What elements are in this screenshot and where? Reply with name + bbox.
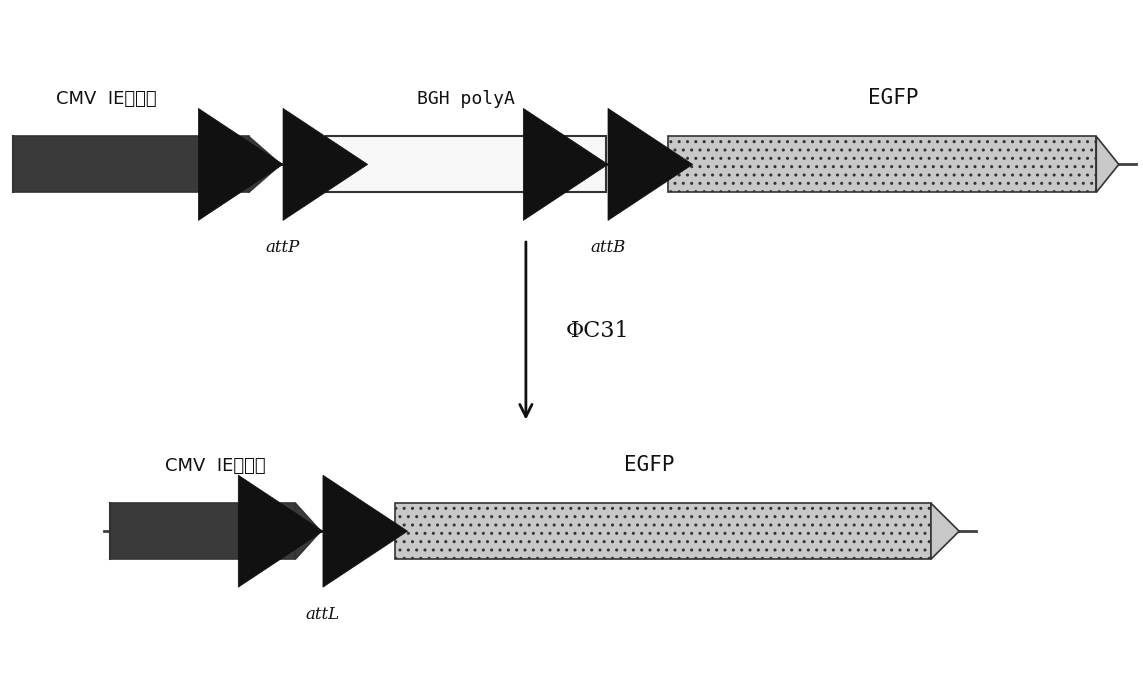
Polygon shape — [1096, 136, 1119, 192]
Polygon shape — [323, 475, 408, 587]
Polygon shape — [930, 503, 959, 559]
Bar — [110, 503, 295, 559]
Text: CMV  IE启动子: CMV IE启动子 — [165, 457, 265, 475]
Text: attL: attL — [306, 606, 339, 623]
Polygon shape — [238, 475, 323, 587]
Polygon shape — [199, 108, 283, 220]
Text: EGFP: EGFP — [869, 89, 919, 108]
Polygon shape — [248, 136, 281, 192]
Bar — [13, 136, 248, 192]
Text: ΦC31: ΦC31 — [566, 320, 630, 342]
Bar — [394, 503, 930, 559]
Text: CMV  IE启动子: CMV IE启动子 — [56, 91, 157, 108]
Text: EGFP: EGFP — [623, 455, 674, 475]
Polygon shape — [283, 108, 368, 220]
Text: attP: attP — [266, 239, 301, 256]
Text: attB: attB — [590, 239, 625, 256]
Polygon shape — [608, 108, 693, 220]
Bar — [669, 136, 1096, 192]
Polygon shape — [523, 108, 608, 220]
Text: BGH polyA: BGH polyA — [417, 91, 515, 108]
Polygon shape — [295, 503, 321, 559]
Bar — [327, 136, 606, 192]
